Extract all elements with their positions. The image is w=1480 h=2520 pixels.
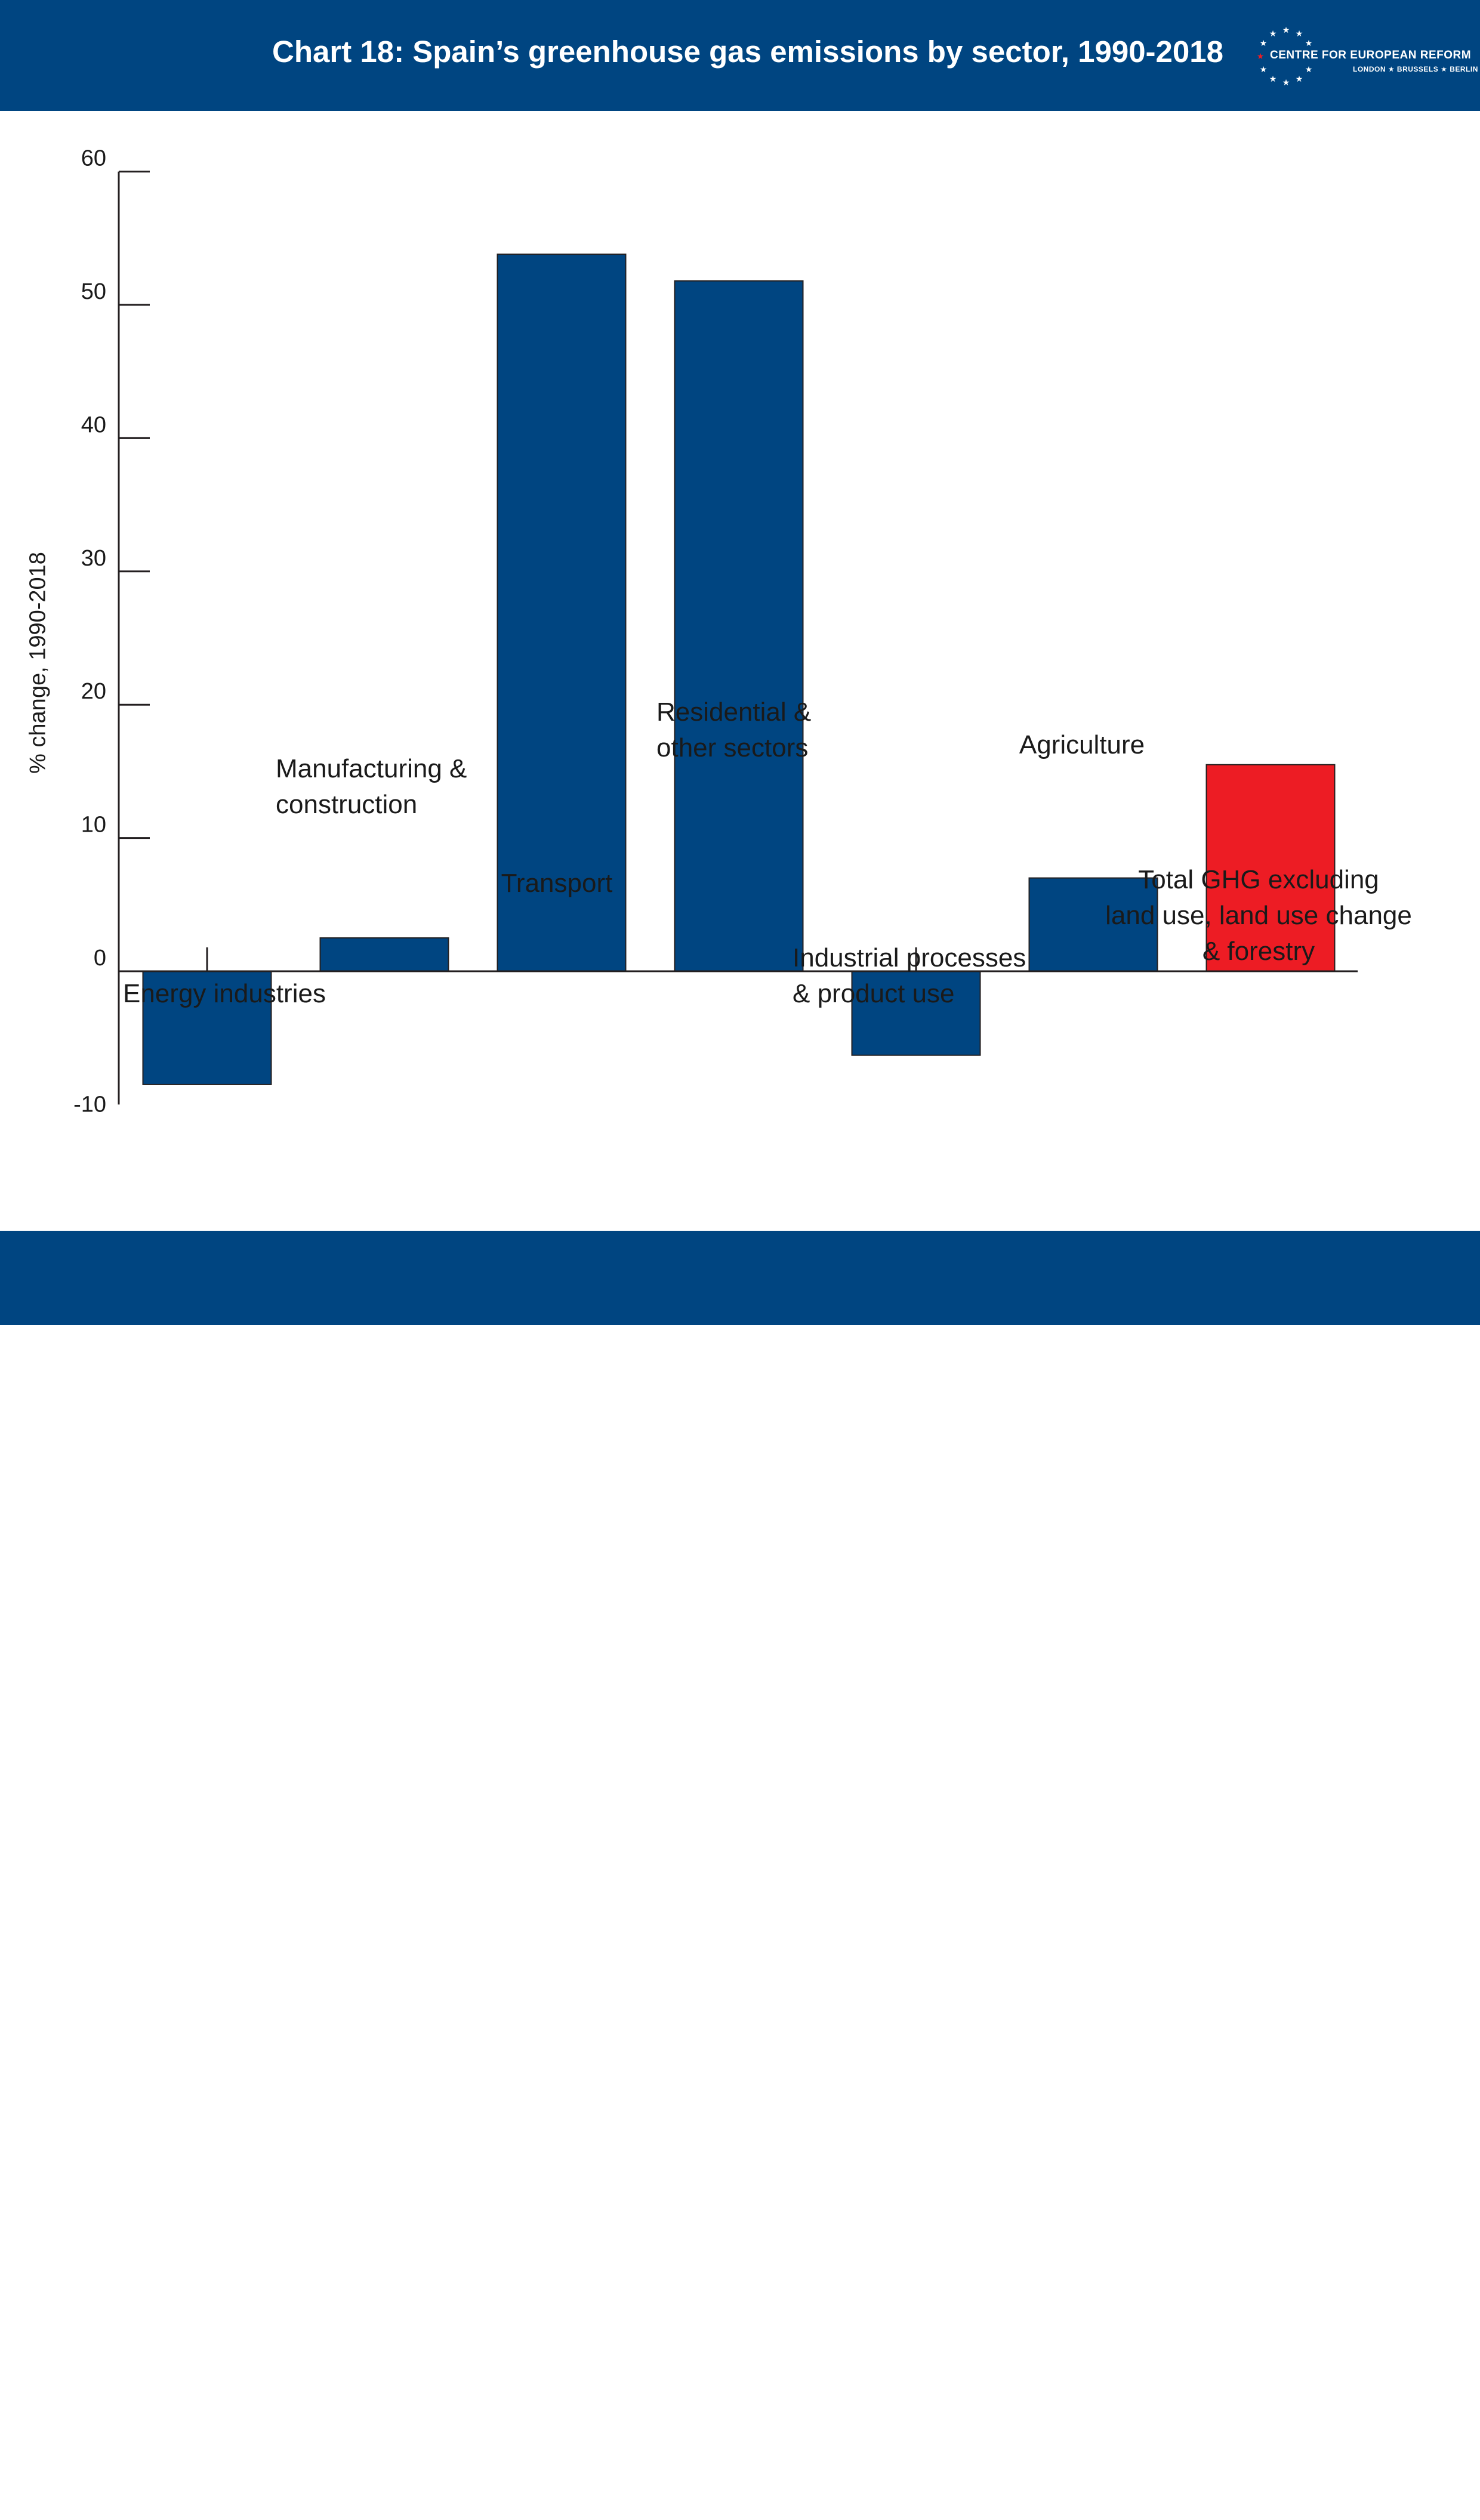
- category-label-line: land use, land use change: [1105, 901, 1412, 930]
- chart-title: Chart 18: Spain’s greenhouse gas emissio…: [272, 35, 1223, 69]
- category-label-line: construction: [276, 790, 417, 819]
- category-label-line: Agriculture: [1019, 730, 1145, 759]
- category-label: Agriculture: [1019, 730, 1145, 759]
- category-label-line: other sectors: [656, 733, 808, 762]
- svg-text:★: ★: [1305, 65, 1313, 75]
- category-label: Total GHG excluding land use, land use ch…: [1105, 865, 1412, 966]
- category-label-line: & product use: [793, 979, 955, 1008]
- bar: [1028, 877, 1158, 972]
- category-label: Manufacturing & construction: [276, 754, 467, 819]
- svg-text:★: ★: [1282, 78, 1290, 88]
- category-label-line: Manufacturing &: [276, 754, 467, 783]
- svg-text:★: ★: [1260, 39, 1268, 48]
- category-label-line: & forestry: [1202, 937, 1315, 966]
- category-label-line: Transport: [501, 869, 613, 898]
- svg-text:★: ★: [1305, 39, 1313, 48]
- svg-text:★: ★: [1269, 29, 1277, 39]
- y-tick-label: 40: [81, 412, 106, 437]
- bar: [851, 971, 981, 1056]
- y-axis-label: % change, 1990-2018: [25, 552, 51, 774]
- svg-text:★: ★: [1260, 65, 1268, 75]
- svg-text:★: ★: [1269, 75, 1277, 84]
- category-label: Industrial processes & product use: [793, 943, 1026, 1008]
- svg-text:★: ★: [1296, 75, 1303, 84]
- y-tick-label: 10: [81, 813, 106, 838]
- category-label: Transport: [501, 869, 613, 898]
- footer-banner: Source: CER analysis of OECD data.: [0, 1231, 1480, 2519]
- eu-stars-icon: ★ ★ ★ ★ ★ ★ ★ ★ ★ ★ ★: [1257, 26, 1313, 88]
- logo-name: CENTRE FOR EUROPEAN REFORM: [1270, 49, 1472, 61]
- bar-chart: -10 0 10 20 30 40 50 60 Energy industries Manufac…: [73, 146, 1412, 1117]
- category-label-line: Total GHG excluding: [1138, 865, 1379, 894]
- y-tick-label: 60: [81, 146, 106, 171]
- source-note: Source: CER analysis of OECD data.: [47, 2494, 421, 2519]
- category-label-line: Industrial processes: [793, 943, 1026, 972]
- y-tick-label: 30: [81, 546, 106, 571]
- svg-text:★: ★: [1282, 26, 1290, 35]
- y-tick-label: 0: [94, 946, 106, 971]
- category-label-line: Residential &: [656, 697, 811, 727]
- y-tick-label: 20: [81, 679, 106, 704]
- logo-cities: LONDON ★ BRUSSELS ★ BERLIN: [1353, 65, 1478, 73]
- bar: [142, 971, 272, 1085]
- header-banner: Chart 18: Spain’s greenhouse gas emissio…: [0, 0, 1480, 111]
- category-label: Energy industries: [123, 979, 326, 1008]
- svg-text:★: ★: [1257, 52, 1265, 61]
- y-tick-label: -10: [73, 1092, 106, 1117]
- bar: [319, 937, 449, 972]
- category-label-line: Energy industries: [123, 979, 326, 1008]
- category-label: Residential & other sectors: [656, 697, 811, 762]
- bar: [497, 254, 627, 972]
- bar: [1205, 764, 1336, 972]
- y-tick-label: 50: [81, 279, 106, 304]
- bar: [674, 280, 804, 972]
- svg-text:★: ★: [1296, 29, 1303, 39]
